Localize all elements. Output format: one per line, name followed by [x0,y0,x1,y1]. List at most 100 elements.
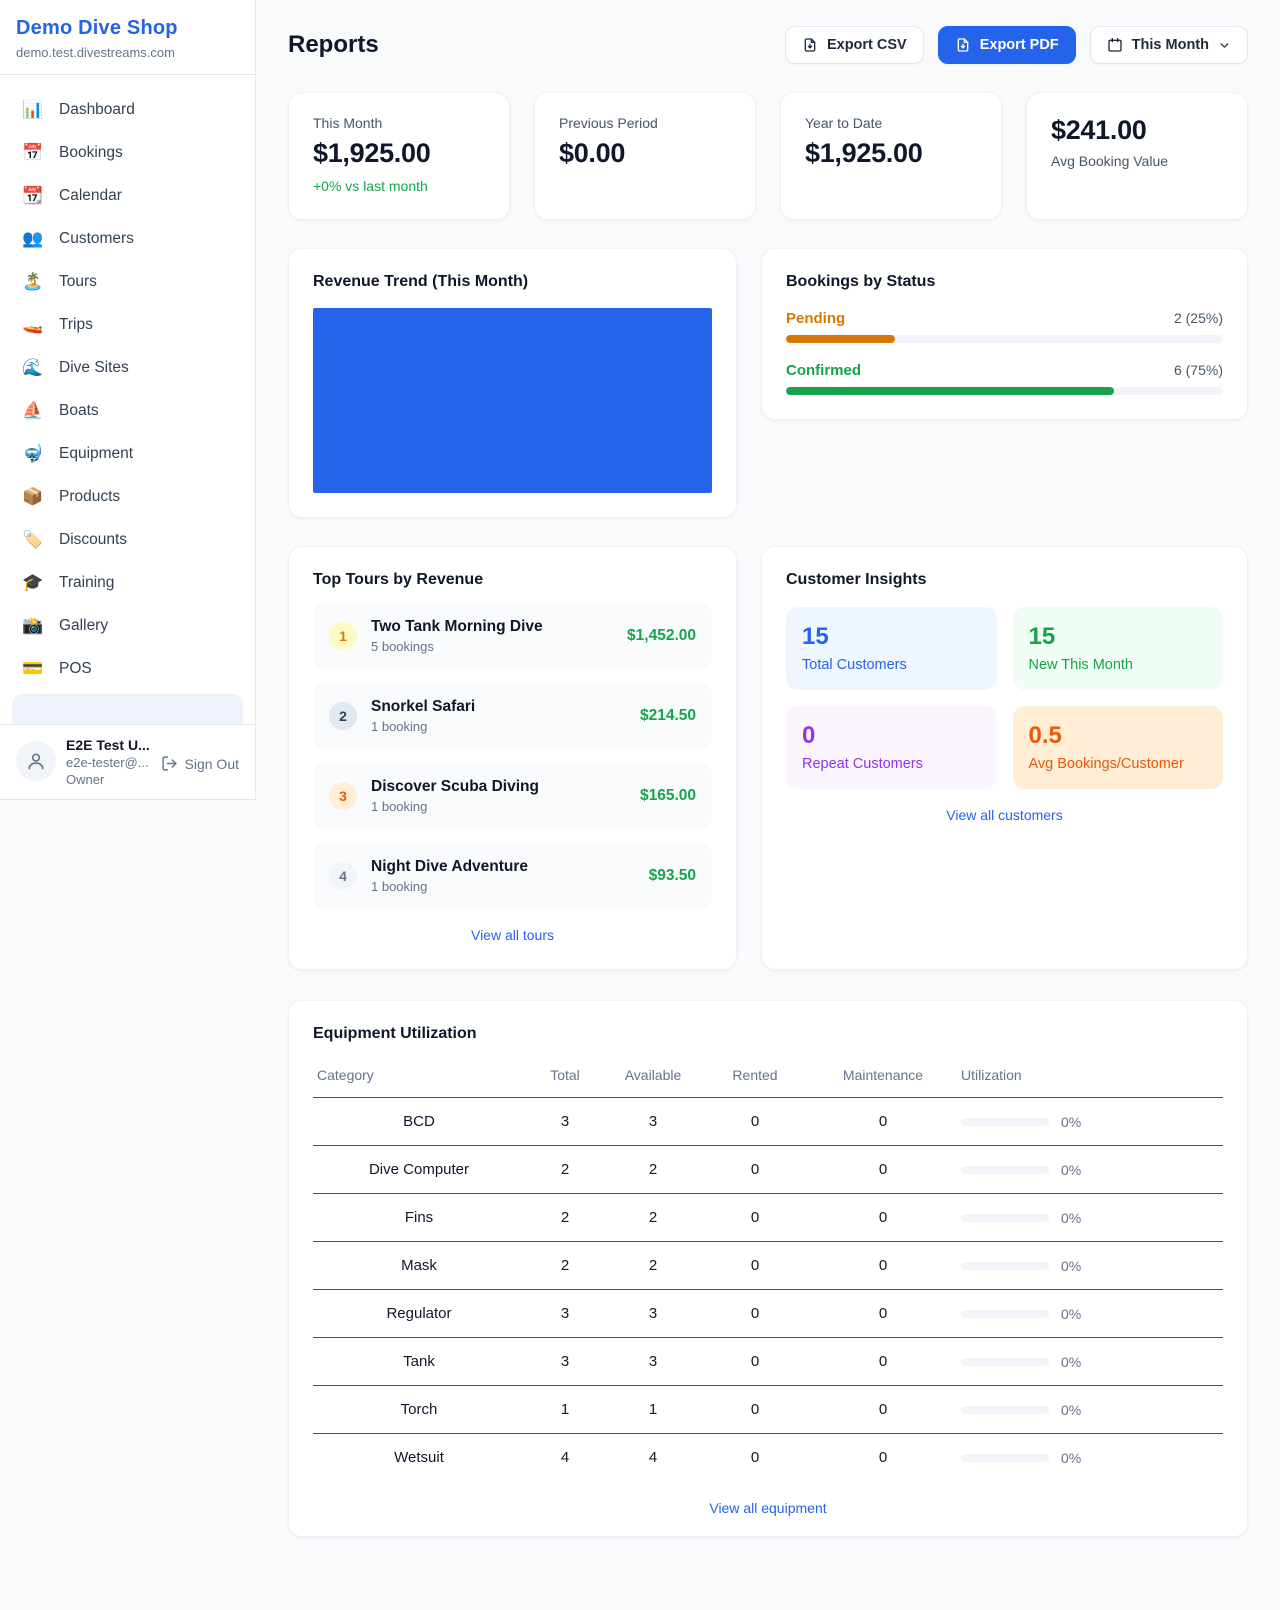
sidebar-item-bookings[interactable]: 📅 Bookings [12,131,243,174]
utilization-bar [961,1117,1049,1126]
status-bar-track [786,335,1223,343]
stat-value: $0.00 [559,138,626,168]
sidebar-item-label: Dashboard [59,100,135,118]
cell-total: 3 [525,1337,605,1386]
status-count: 2 (25%) [1173,310,1223,326]
calendar-date-icon: 📅 [22,142,44,162]
cell-category: Dive Computer [313,1145,525,1194]
cell-utilization: 0% [957,1434,1223,1482]
rank-badge: 3 [329,782,357,810]
bookings-by-status-card: Bookings by Status Pending 2 (25%) Confi… [761,248,1248,420]
cell-rented: 0 [701,1145,809,1194]
insight-value: 15 [1028,623,1056,650]
island-icon: 🏝️ [22,271,44,291]
lists-row: Top Tours by Revenue 1 Two Tank Morning … [288,546,1248,970]
tour-revenue: $165.00 [639,787,696,804]
cell-available: 2 [605,1193,701,1242]
status-label: Pending [786,310,846,327]
cell-category: Wetsuit [394,1449,444,1467]
file-export-icon [804,38,816,52]
cell-rented: 0 [701,1385,809,1434]
export-pdf-button[interactable]: Export PDF [937,26,1076,64]
cell-rented: 0 [750,1449,760,1467]
column-header-category: Category [313,1057,525,1098]
people-icon: 👥 [22,228,44,248]
tour-revenue: $93.50 [648,867,696,884]
cell-utilization: 0% [957,1241,1223,1290]
view-all-customers-link[interactable]: View all customers [946,807,1063,823]
stat-label: Avg Booking Value [1051,153,1169,169]
status-row-confirmed: Confirmed 6 (75%) [786,362,1223,395]
sailboat-icon: ⛵ [22,400,44,420]
cell-maintenance: 0 [809,1145,957,1194]
period-dropdown[interactable]: This Month [1089,26,1248,64]
cell-utilization: 0% [957,1289,1223,1338]
insight-value: 0.5 [1028,722,1062,749]
cell-utilization: 0% [957,1337,1223,1386]
tour-row: 3 Discover Scuba Diving 1 booking $165.0… [313,763,712,829]
cell-available: 3 [605,1337,701,1386]
page-header: Reports Export CSV Export PDF This Month [288,26,1248,64]
column-header-rented: Rented [701,1057,809,1098]
shop-name: Demo Dive Shop [16,17,178,39]
insight-label: Avg Bookings/Customer [1028,756,1184,772]
tour-row: 2 Snorkel Safari 1 booking $214.50 [313,683,712,749]
tour-bookings: 1 booking [371,719,428,734]
table-row: BCD 3 3 0 0 0% [313,1097,1223,1146]
equipment-utilization-title: Equipment Utilization [313,1025,477,1042]
sidebar-item-equipment[interactable]: 🤿 Equipment [12,432,243,475]
sign-out-button[interactable]: Sign Out [161,755,239,772]
equipment-utilization-card: Equipment Utilization Category Total Ava… [288,1000,1248,1537]
utilization-percent: 0% [1061,1353,1082,1370]
sidebar-item-tours[interactable]: 🏝️ Tours [12,260,243,303]
sidebar-item-label: Training [59,573,115,591]
cell-total: 3 [525,1097,605,1146]
sidebar-item-dive-sites[interactable]: 🌊 Dive Sites [12,346,243,389]
status-bar-fill [786,387,1114,395]
sidebar-item-gallery[interactable]: 📸 Gallery [12,604,243,647]
view-all-tours-link[interactable]: View all tours [470,927,554,943]
utilization-percent: 0% [1061,1161,1082,1178]
sidebar-item-products[interactable]: 📦 Products [12,475,243,518]
cell-rented: 0 [701,1241,809,1290]
table-row: Dive Computer 2 2 0 0 0% [313,1145,1223,1194]
export-csv-button[interactable]: Export CSV [784,26,924,64]
cell-utilization: 0% [957,1385,1223,1434]
table-row: Torch 1 1 0 0 0% [313,1385,1223,1434]
calendar-icon [1108,38,1122,52]
header-actions: Export CSV Export PDF This Month [784,26,1248,64]
sidebar-item-trips[interactable]: 🚤 Trips [12,303,243,346]
view-all-equipment-link[interactable]: View all equipment [709,1499,827,1516]
cell-rented: 0 [701,1193,809,1242]
person-icon [28,753,44,770]
stat-card-previous-period: Previous Period $0.00 [534,92,756,220]
sidebar-item-boats[interactable]: ⛵ Boats [12,389,243,432]
stat-card-avg-booking-value: $241.00 Avg Booking Value [1026,92,1248,220]
sidebar-item-pos[interactable]: 💳 POS [12,647,243,690]
sidebar-item-customers[interactable]: 👥 Customers [12,217,243,260]
sidebar-item-calendar[interactable]: 📆 Calendar [12,174,243,217]
tour-revenue: $214.50 [639,707,696,724]
sidebar-item-reports-partial[interactable] [12,694,243,724]
rank-badge: 4 [329,862,357,890]
top-tours-card: Top Tours by Revenue 1 Two Tank Morning … [288,546,737,970]
sidebar-item-dashboard[interactable]: 📊 Dashboard [12,88,243,131]
cell-total: 4 [560,1449,570,1467]
cell-available: 3 [605,1289,701,1338]
stats-row: This Month $1,925.00 +0% vs last month P… [288,92,1248,220]
export-csv-label: Export CSV [826,37,907,53]
utilization-bar [961,1309,1049,1318]
stat-value: $1,925.00 [805,138,923,168]
sidebar-item-label: Equipment [59,444,134,462]
sidebar-item-label: Gallery [59,616,109,634]
table-row: Mask 2 2 0 0 0% [313,1241,1223,1290]
insight-label: Repeat Customers [802,756,923,772]
chevron-down-icon [1220,42,1229,48]
cell-category: Fins [313,1193,525,1242]
sidebar-item-discounts[interactable]: 🏷️ Discounts [12,518,243,561]
credit-card-icon: 💳 [22,658,44,678]
insight-tile-new-this-month: 15 New This Month [1012,607,1223,690]
sidebar-item-training[interactable]: 🎓 Training [12,561,243,604]
rank-badge: 1 [329,622,357,650]
status-bar-fill [786,335,896,343]
